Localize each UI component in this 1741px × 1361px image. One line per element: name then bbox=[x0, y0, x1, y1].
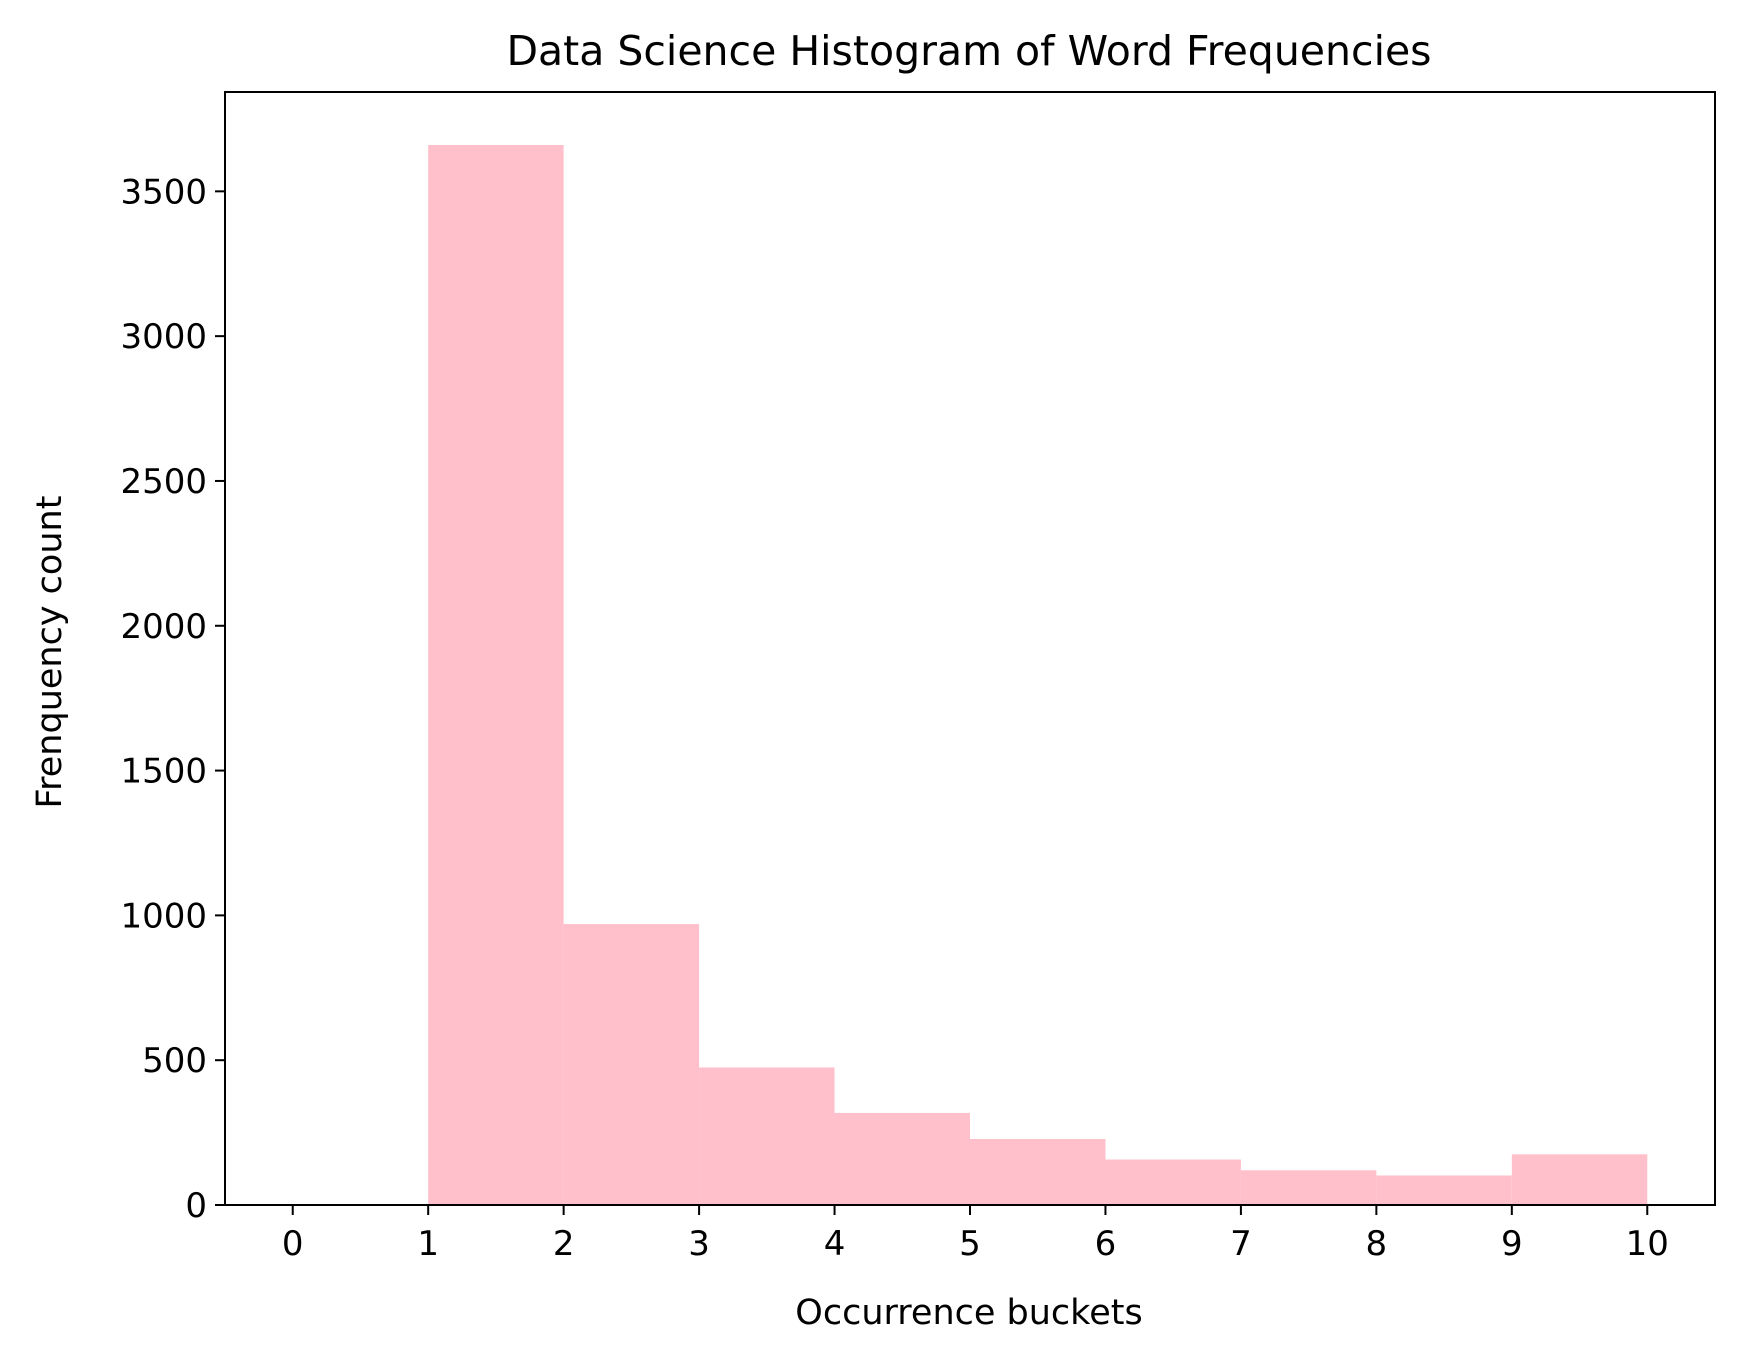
y-axis-label: Frenquency count bbox=[30, 496, 70, 809]
y-tick-label: 2500 bbox=[120, 462, 207, 502]
x-tick-label: 7 bbox=[1230, 1224, 1252, 1264]
x-tick-label: 5 bbox=[959, 1224, 981, 1264]
y-tick-label: 3500 bbox=[120, 172, 207, 212]
bars-group bbox=[428, 145, 1648, 1205]
x-tick-label: 10 bbox=[1626, 1224, 1669, 1264]
histogram-bar-8 bbox=[1376, 1175, 1512, 1205]
histogram-bar-6 bbox=[1105, 1159, 1241, 1205]
x-tick-label: 8 bbox=[1366, 1224, 1388, 1264]
x-tick-label: 9 bbox=[1501, 1224, 1523, 1264]
x-tick-label: 4 bbox=[824, 1224, 846, 1264]
y-tick-label: 0 bbox=[185, 1186, 207, 1226]
x-axis-label: Occurrence buckets bbox=[795, 1293, 1142, 1333]
histogram-bar-1 bbox=[428, 145, 564, 1205]
histogram-bar-4 bbox=[834, 1112, 970, 1205]
y-axis-ticks: 0 500 1000 1500 2000 2500 3000 3500 bbox=[120, 172, 225, 1226]
y-tick-label: 1000 bbox=[120, 896, 207, 936]
x-axis-ticks: 0 1 2 3 4 5 6 7 8 9 10 bbox=[282, 1205, 1669, 1264]
x-tick-label: 1 bbox=[417, 1224, 439, 1264]
histogram-bar-9 bbox=[1511, 1154, 1648, 1205]
y-tick-label: 1500 bbox=[120, 752, 207, 792]
histogram-bar-7 bbox=[1240, 1170, 1377, 1205]
y-tick-label: 500 bbox=[142, 1041, 207, 1081]
plot-frame bbox=[224, 91, 1716, 1206]
x-tick-label: 0 bbox=[282, 1224, 304, 1264]
histogram-bar-5 bbox=[970, 1138, 1106, 1205]
chart-title: Data Science Histogram of Word Frequenci… bbox=[506, 27, 1431, 75]
histogram-bar-2 bbox=[563, 924, 700, 1205]
y-tick-label: 3000 bbox=[120, 317, 207, 357]
x-tick-label: 6 bbox=[1095, 1224, 1117, 1264]
x-tick-label: 2 bbox=[553, 1224, 575, 1264]
x-tick-label: 3 bbox=[688, 1224, 710, 1264]
y-tick-label: 2000 bbox=[120, 607, 207, 647]
histogram-bar-3 bbox=[699, 1067, 835, 1205]
